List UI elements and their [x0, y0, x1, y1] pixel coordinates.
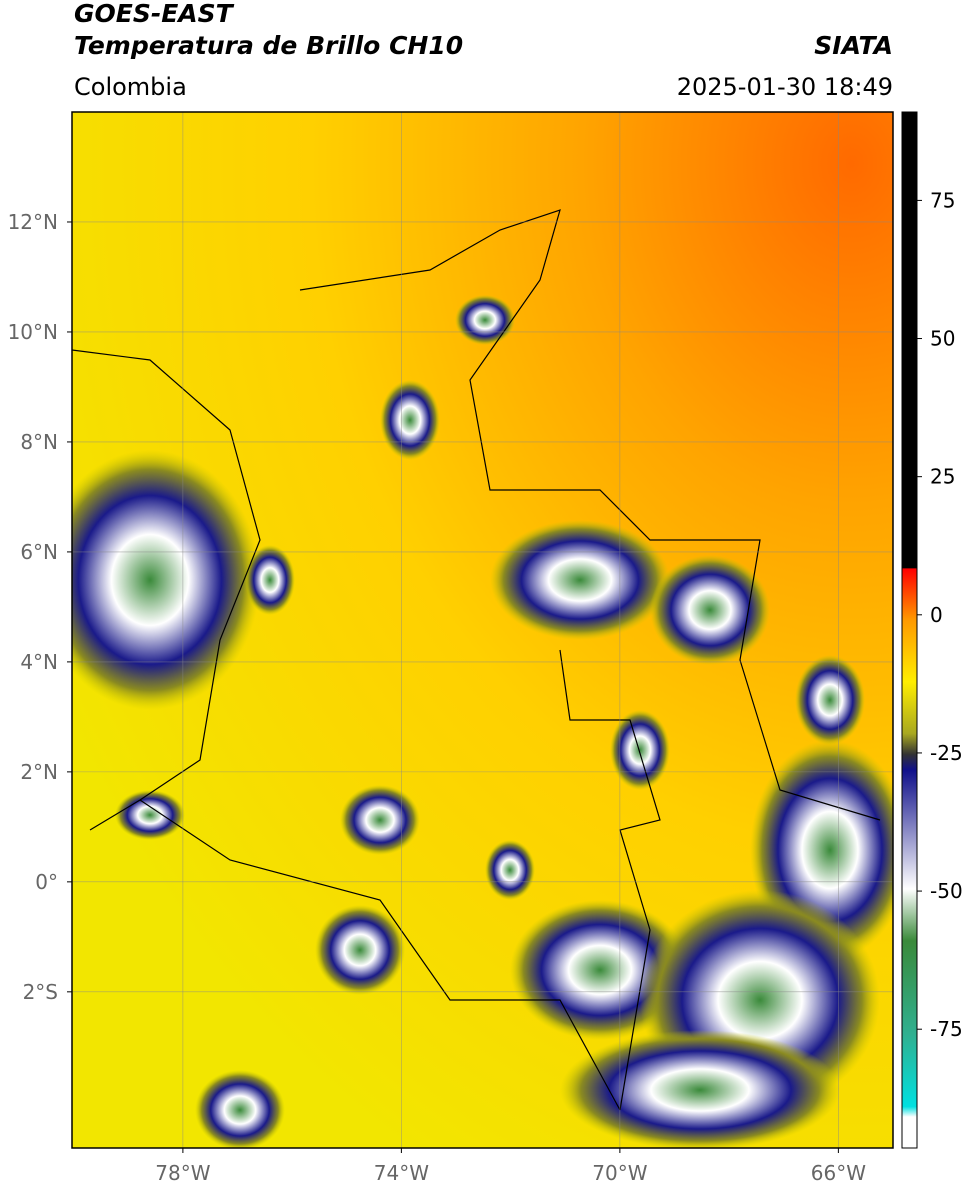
x-tick-label: 70°W: [592, 1161, 647, 1185]
y-tick-label: 2°S: [23, 980, 58, 1004]
colorbar: [901, 111, 918, 1149]
y-tick-label: 6°N: [20, 540, 58, 564]
grid: [72, 112, 893, 1148]
title: GOES-EAST: [74, 0, 235, 28]
colorbar-tick-label: 50: [930, 327, 955, 351]
subtitle: Temperatura de Brillo CH10: [74, 31, 463, 60]
datetime: 2025-01-30 18:49: [677, 73, 893, 101]
colorbar-tick-label: 0: [930, 603, 943, 627]
x-tick-label: 74°W: [374, 1161, 429, 1185]
y-tick-label: 4°N: [20, 650, 58, 674]
map-frame: [71, 111, 894, 1149]
y-tick-label: 0°: [35, 870, 58, 894]
y-tick-label: 2°N: [20, 760, 58, 784]
colorbar-tick-label: -75: [930, 1017, 963, 1041]
y-tick-label: 10°N: [8, 320, 58, 344]
colorbar-tick-label: -50: [930, 879, 963, 903]
y-tick-label: 12°N: [8, 210, 58, 234]
colorbar-tick-label: 25: [930, 465, 955, 489]
source: SIATA: [814, 31, 893, 60]
x-tick-label: 66°W: [811, 1161, 866, 1185]
colorbar-tick-label: -25: [930, 741, 963, 765]
region: Colombia: [74, 73, 187, 101]
y-tick-label: 8°N: [20, 430, 58, 454]
colorbar-tick-label: 75: [930, 188, 955, 212]
x-tick-label: 78°W: [155, 1161, 210, 1185]
imagery: [72, 112, 893, 1148]
